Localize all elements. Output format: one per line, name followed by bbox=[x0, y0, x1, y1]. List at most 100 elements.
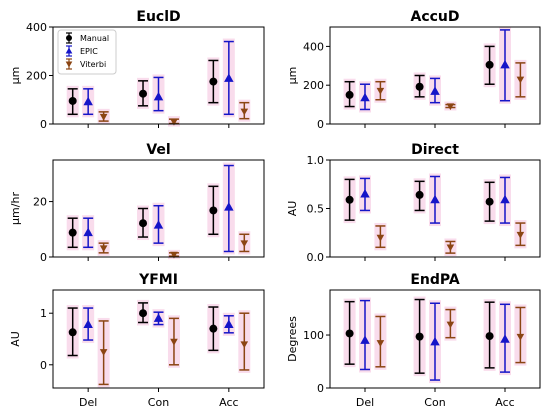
x-tick-label: Del bbox=[79, 396, 97, 409]
legend-entry: Viterbi bbox=[80, 60, 106, 69]
legend-entry: EPIC bbox=[80, 47, 98, 56]
data-point bbox=[68, 328, 77, 337]
plot-frame bbox=[52, 26, 265, 125]
data-point bbox=[345, 195, 354, 204]
data-point bbox=[99, 245, 108, 253]
x-tick-label: Con bbox=[148, 396, 169, 409]
y-axis-label: µm bbox=[286, 67, 299, 85]
chart-title: YFMI bbox=[138, 272, 178, 288]
data-point bbox=[170, 118, 178, 126]
chart-panel-1: EuclD µm 0 200 400 Manual EPIC Viterbi bbox=[9, 9, 265, 131]
data-point bbox=[83, 227, 93, 237]
data-point bbox=[240, 341, 249, 349]
data-point bbox=[500, 194, 510, 204]
data-point bbox=[376, 340, 385, 347]
data-point bbox=[153, 220, 164, 229]
data-point bbox=[500, 334, 510, 343]
data-point bbox=[446, 321, 455, 329]
y-axis-label: AU bbox=[286, 201, 299, 217]
data-point bbox=[240, 108, 249, 116]
data-point bbox=[345, 90, 354, 99]
chart-panel-5: YFMI AU 0 1 Del Con Acc bbox=[9, 272, 265, 409]
x-tick-label: Acc bbox=[495, 396, 514, 409]
data-point bbox=[224, 73, 234, 82]
data-point bbox=[485, 197, 494, 206]
y-axis-label: µm/hr bbox=[9, 192, 22, 225]
data-point bbox=[240, 240, 249, 248]
y-tick-label: 0.5 bbox=[307, 203, 325, 216]
y-tick-label: 200 bbox=[26, 70, 47, 83]
y-tick-label: 0 bbox=[40, 251, 47, 264]
y-tick-label: 0 bbox=[317, 118, 324, 131]
data-point bbox=[209, 206, 218, 215]
y-tick-label: 20 bbox=[33, 196, 47, 209]
chart-title: AccuD bbox=[410, 9, 459, 25]
legend: Manual EPIC Viterbi bbox=[57, 29, 117, 75]
data-point bbox=[500, 59, 510, 69]
data-point bbox=[68, 96, 77, 105]
chart-title: Direct bbox=[411, 142, 459, 158]
data-point bbox=[170, 338, 178, 346]
y-tick-label: 200 bbox=[303, 79, 324, 92]
legend-entry: Manual bbox=[80, 34, 109, 43]
data-point bbox=[360, 92, 370, 102]
data-point bbox=[485, 60, 494, 69]
data-point bbox=[376, 234, 385, 242]
data-point bbox=[415, 190, 424, 199]
data-point bbox=[430, 336, 440, 346]
data-point bbox=[430, 194, 440, 204]
data-point bbox=[415, 82, 424, 91]
data-point bbox=[83, 96, 93, 106]
y-tick-label: 400 bbox=[26, 21, 47, 34]
y-axis-label: µm bbox=[9, 67, 22, 85]
data-point bbox=[224, 319, 234, 329]
data-point bbox=[516, 231, 525, 239]
data-point bbox=[170, 251, 178, 259]
data-point bbox=[516, 76, 525, 84]
x-tick-label: Del bbox=[356, 396, 374, 409]
legend-marker bbox=[65, 61, 73, 68]
data-point bbox=[139, 309, 148, 318]
y-tick-label: 0 bbox=[40, 359, 47, 372]
data-point bbox=[83, 319, 93, 329]
data-point bbox=[430, 86, 440, 95]
data-point bbox=[446, 244, 455, 252]
data-point bbox=[209, 324, 218, 333]
data-point bbox=[139, 89, 148, 98]
data-point bbox=[68, 228, 77, 237]
y-tick-label: 100 bbox=[303, 329, 324, 342]
data-point bbox=[153, 91, 164, 101]
data-point bbox=[209, 77, 218, 86]
data-point bbox=[516, 333, 525, 341]
data-point bbox=[153, 313, 164, 322]
data-point bbox=[360, 188, 370, 198]
plot-frame bbox=[52, 159, 265, 258]
legend-marker bbox=[65, 47, 73, 54]
legend-marker bbox=[66, 35, 72, 41]
chart-panel-6: EndPA Degrees 0 100 Del Con Acc bbox=[286, 272, 541, 409]
chart-title: Vel bbox=[146, 142, 170, 158]
x-tick-label: Acc bbox=[219, 396, 238, 409]
y-tick-label: 0 bbox=[40, 118, 47, 131]
y-tick-label: 1.0 bbox=[307, 154, 325, 167]
plot-frame bbox=[329, 26, 541, 125]
data-point bbox=[224, 202, 234, 211]
data-point bbox=[99, 349, 108, 356]
data-point bbox=[485, 332, 494, 341]
y-tick-label: 400 bbox=[303, 40, 324, 53]
data-point bbox=[360, 335, 370, 344]
chart-title: EuclD bbox=[136, 9, 180, 25]
chart-panel-3: Vel µm/hr 0 20 bbox=[9, 142, 265, 264]
y-tick-label: 1 bbox=[40, 307, 47, 320]
y-tick-label: 0 bbox=[317, 382, 324, 395]
plot-frame bbox=[329, 159, 541, 258]
chart-panel-4: Direct AU 0.0 0.5 1.0 bbox=[286, 142, 541, 264]
chart-panel-2: AccuD µm 0 200 400 bbox=[286, 9, 541, 131]
y-axis-label: AU bbox=[9, 331, 22, 347]
y-tick-label: 0.0 bbox=[307, 251, 325, 264]
data-point bbox=[415, 332, 424, 341]
y-axis-label: Degrees bbox=[286, 316, 299, 362]
data-point bbox=[376, 87, 385, 95]
data-point bbox=[446, 103, 455, 111]
